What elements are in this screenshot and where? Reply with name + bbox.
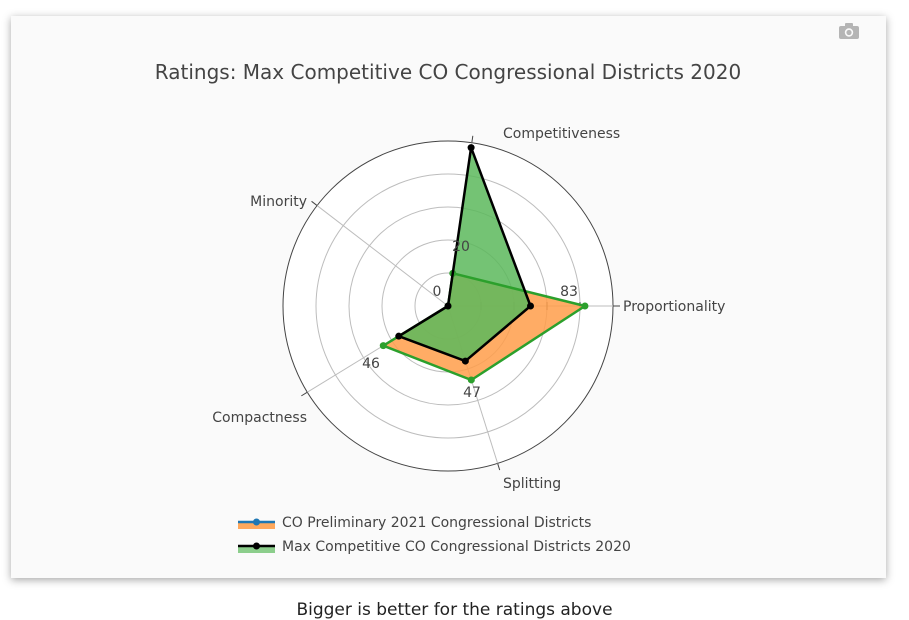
series-2-point-compactness [395,332,403,340]
axis-label-splitting: Splitting [503,476,561,492]
radar-series [379,144,589,384]
series-2-point-minority [444,302,452,310]
series-2-point-proportionality [527,302,534,310]
radar-labels: Competitiveness Proportionality Splitting C… [212,126,725,492]
series-2-point-competitiveness [467,144,475,152]
series-1-point-proportionality [581,302,589,310]
legend-label-2: Max Competitive CO Congressional Distric… [282,539,631,555]
spoke-tick-competitiveness [471,135,474,143]
axis-label-competitiveness: Competitiveness [503,126,620,142]
axis-label-compactness: Compactness [212,410,307,426]
value-label-minority: 0 [433,284,442,300]
axis-label-minority: Minority [250,194,307,210]
footer-note: Bigger is better for the ratings above [296,600,613,620]
legend-swatch-marker-1 [253,518,260,526]
value-label-splitting: 47 [463,385,481,401]
series-1-point-compactness [379,342,387,350]
legend-swatch-marker-2 [253,542,260,550]
chart-title: Ratings: Max Competitive CO Congressiona… [155,60,741,84]
spoke-tick-minority [311,200,318,206]
series-2-point-splitting [461,357,469,365]
series-1-point-splitting [467,376,475,384]
legend-item-2: Max Competitive CO Congressional Distric… [238,539,631,555]
legend-label-1: CO Preliminary 2021 Congressional Distri… [282,515,591,531]
chart-legend: CO Preliminary 2021 Congressional Distri… [238,515,631,555]
spoke-tick-splitting [497,463,501,471]
spoke-tick-compactness [301,391,308,397]
spoke-minority [316,205,449,307]
value-label-compactness: 46 [362,356,380,372]
axis-label-proportionality: Proportionality [623,299,725,315]
series-fill-2 [398,147,531,362]
value-label-competitiveness: 20 [452,239,470,255]
series-line-2 [397,146,532,363]
value-label-proportionality: 83 [560,284,578,300]
camera-icon[interactable] [838,22,860,40]
legend-item-1: CO Preliminary 2021 Congressional Distri… [238,515,591,531]
